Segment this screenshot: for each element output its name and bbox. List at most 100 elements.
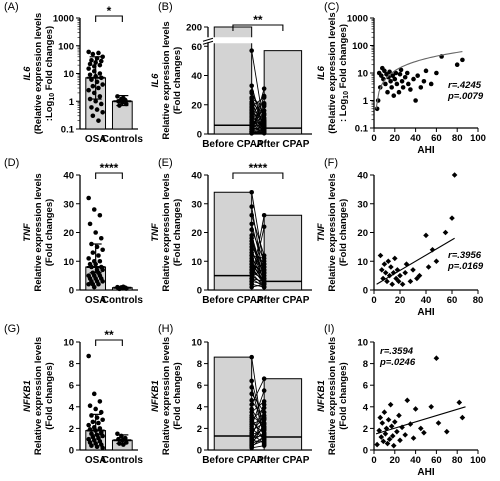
significance-bracket: [95, 172, 123, 179]
y-axis-label: Relative expression levels: [161, 337, 172, 455]
scatter-point: [392, 419, 398, 425]
data-point: [100, 54, 105, 60]
data-point: [90, 419, 96, 425]
data-point: [94, 444, 100, 450]
y-tick-label: 60: [191, 42, 202, 53]
data-point-after: [261, 281, 267, 287]
y-tick-label: 2: [197, 424, 202, 435]
data-point: [87, 221, 93, 227]
data-point-after: [261, 443, 267, 448]
scatter-point: [460, 57, 465, 63]
y-tick-label: 8: [197, 359, 202, 370]
x-tick-label: 40: [410, 133, 421, 144]
data-point-before: [249, 189, 254, 195]
scatter-point: [385, 258, 392, 265]
y-tick-label: 10: [191, 257, 202, 268]
panel-letter: (D): [4, 157, 19, 169]
data-point-before: [249, 391, 254, 397]
y-tick-label: 10: [357, 257, 368, 268]
panel-letter: (C): [324, 1, 339, 13]
significance-bracket: [95, 339, 123, 346]
scatter-point: [407, 421, 414, 427]
data-point-after: [261, 430, 267, 436]
scatter-point: [408, 87, 413, 92]
stat-r: r=.4245: [448, 80, 482, 91]
data-point-after: [261, 437, 267, 443]
pair-line: [251, 432, 265, 442]
data-point-after: [261, 86, 267, 91]
trend-line: [376, 237, 455, 285]
significance-stars: ****: [249, 161, 268, 175]
y-tick-label: 30: [357, 199, 368, 210]
y-axis-gene-label: NFKB1: [22, 380, 33, 412]
data-point: [97, 426, 103, 431]
data-point-before: [249, 204, 254, 209]
scatter-point: [379, 420, 386, 426]
data-point: [100, 109, 105, 115]
y-axis-gene-label: NFKB1: [316, 380, 327, 412]
x-tick-label: 40: [421, 295, 432, 306]
y-tick-label: 1: [363, 96, 369, 107]
y-axis-label: Relative expression levels: [161, 21, 172, 139]
scatter-point: [394, 81, 400, 87]
data-point-after: [261, 421, 267, 427]
data-point: [90, 83, 96, 89]
data-point-before: [249, 221, 254, 227]
y-axis-label: (Fold changes): [44, 362, 55, 430]
scatter-point: [374, 106, 380, 112]
y-tick-label: 0: [69, 286, 74, 297]
data-point: [87, 61, 93, 67]
data-point: [97, 212, 103, 218]
y-axis-label: (Fold changes): [338, 199, 349, 267]
scatter-point: [385, 89, 390, 95]
stat-p: p=.0246: [379, 357, 416, 368]
scatter-point: [385, 416, 392, 423]
y-axis-label: (Relative expression levels: [327, 12, 338, 133]
pair-line: [251, 435, 265, 448]
scatter-point: [429, 246, 436, 253]
y-tick-label: 40: [191, 171, 202, 182]
y-axis-gene-label: TNF: [150, 223, 161, 242]
scatter-point: [428, 404, 434, 410]
data-point-before: [249, 83, 254, 89]
y-tick-label: 6: [363, 381, 368, 392]
data-point: [97, 94, 103, 99]
scatter-point: [386, 272, 393, 279]
data-point: [86, 66, 91, 71]
scatter-point: [456, 399, 463, 406]
x-tick-label: OSA: [85, 134, 107, 145]
scatter-point: [393, 70, 399, 76]
x-tick-label: 80: [452, 133, 463, 144]
scatter-point: [459, 414, 466, 421]
data-point: [89, 443, 94, 448]
scatter-point: [449, 215, 455, 221]
y-tick-label: 6: [69, 381, 74, 392]
y-tick-label: 1000: [53, 14, 74, 25]
scatter-point: [384, 440, 391, 447]
pair-line: [251, 426, 265, 440]
panel-e: (E) TNF Relative expression levels (Fold ch…: [150, 157, 312, 306]
scatter-point: [404, 397, 411, 404]
data-point-before: [249, 354, 254, 360]
y-tick-label: 8: [69, 359, 74, 370]
y-tick-label: 2: [363, 424, 368, 435]
scatter-point: [378, 434, 385, 440]
scatter-point: [402, 432, 408, 438]
scatter-point: [428, 81, 434, 87]
x-tick-label: Controls: [102, 134, 144, 145]
x-tick-label: 80: [473, 295, 484, 306]
y-tick-label: 0.1: [61, 125, 75, 136]
stat-r: r=.3956: [448, 250, 482, 261]
data-point-before: [249, 445, 254, 451]
bar-before: [213, 191, 253, 291]
scatter-point: [433, 258, 440, 265]
y-tick-label: 10: [63, 69, 74, 80]
data-point: [100, 445, 105, 451]
scatter-point: [396, 412, 402, 419]
x-tick-label: After CPAP: [256, 139, 309, 150]
y-axis-label: (Fold changes): [172, 362, 183, 430]
data-point: [97, 399, 103, 404]
scatter-point: [383, 81, 388, 87]
trend-line: [375, 406, 466, 435]
scatter-point: [388, 78, 393, 84]
